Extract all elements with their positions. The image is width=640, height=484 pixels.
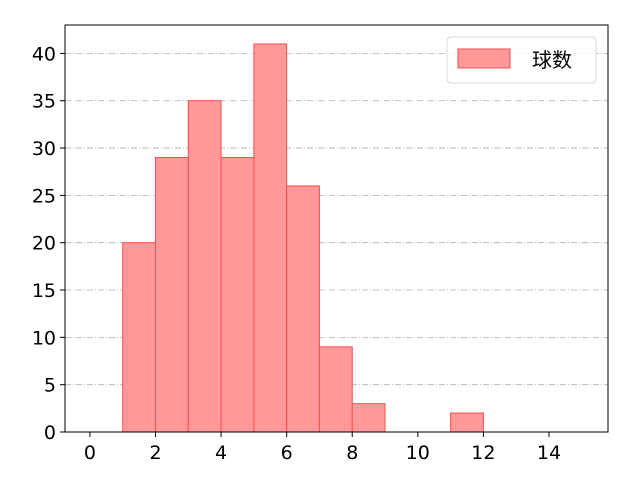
bars <box>122 43 484 433</box>
x-tick-label: 8 <box>346 442 358 464</box>
histogram-bar <box>351 403 386 433</box>
x-tick-label: 6 <box>281 442 293 464</box>
histogram-bar <box>450 412 484 433</box>
histogram-bar <box>318 346 353 433</box>
y-tick-label: 0 <box>44 422 56 444</box>
y-tick-label: 30 <box>32 138 56 160</box>
x-axis: 0 2 4 6 8 10 12 14 <box>84 432 561 464</box>
x-tick-label: 12 <box>471 442 495 464</box>
histogram-bar <box>187 100 222 433</box>
y-axis: 0 5 10 15 20 25 30 35 40 <box>32 43 65 444</box>
y-tick-label: 25 <box>32 185 56 207</box>
x-tick-label: 10 <box>406 442 430 464</box>
histogram-bar <box>220 157 255 433</box>
x-tick-label: 2 <box>149 442 161 464</box>
y-tick-label: 5 <box>44 375 56 397</box>
x-tick-label: 0 <box>84 442 96 464</box>
legend: 球数 <box>446 36 597 84</box>
histogram-bar <box>155 157 189 433</box>
histogram-bar <box>122 242 156 433</box>
histogram-bar <box>286 185 320 433</box>
legend-label: 球数 <box>532 48 572 72</box>
x-tick-label: 4 <box>215 442 227 464</box>
legend-swatch <box>457 48 511 69</box>
plot-frame <box>64 24 609 433</box>
y-tick-label: 35 <box>32 91 56 113</box>
histogram-bar <box>253 43 288 433</box>
y-tick-label: 20 <box>32 233 56 255</box>
y-tick-label: 40 <box>32 43 56 65</box>
y-tick-label: 10 <box>32 327 56 349</box>
x-tick-label: 14 <box>537 442 561 464</box>
y-tick-label: 15 <box>32 280 56 302</box>
